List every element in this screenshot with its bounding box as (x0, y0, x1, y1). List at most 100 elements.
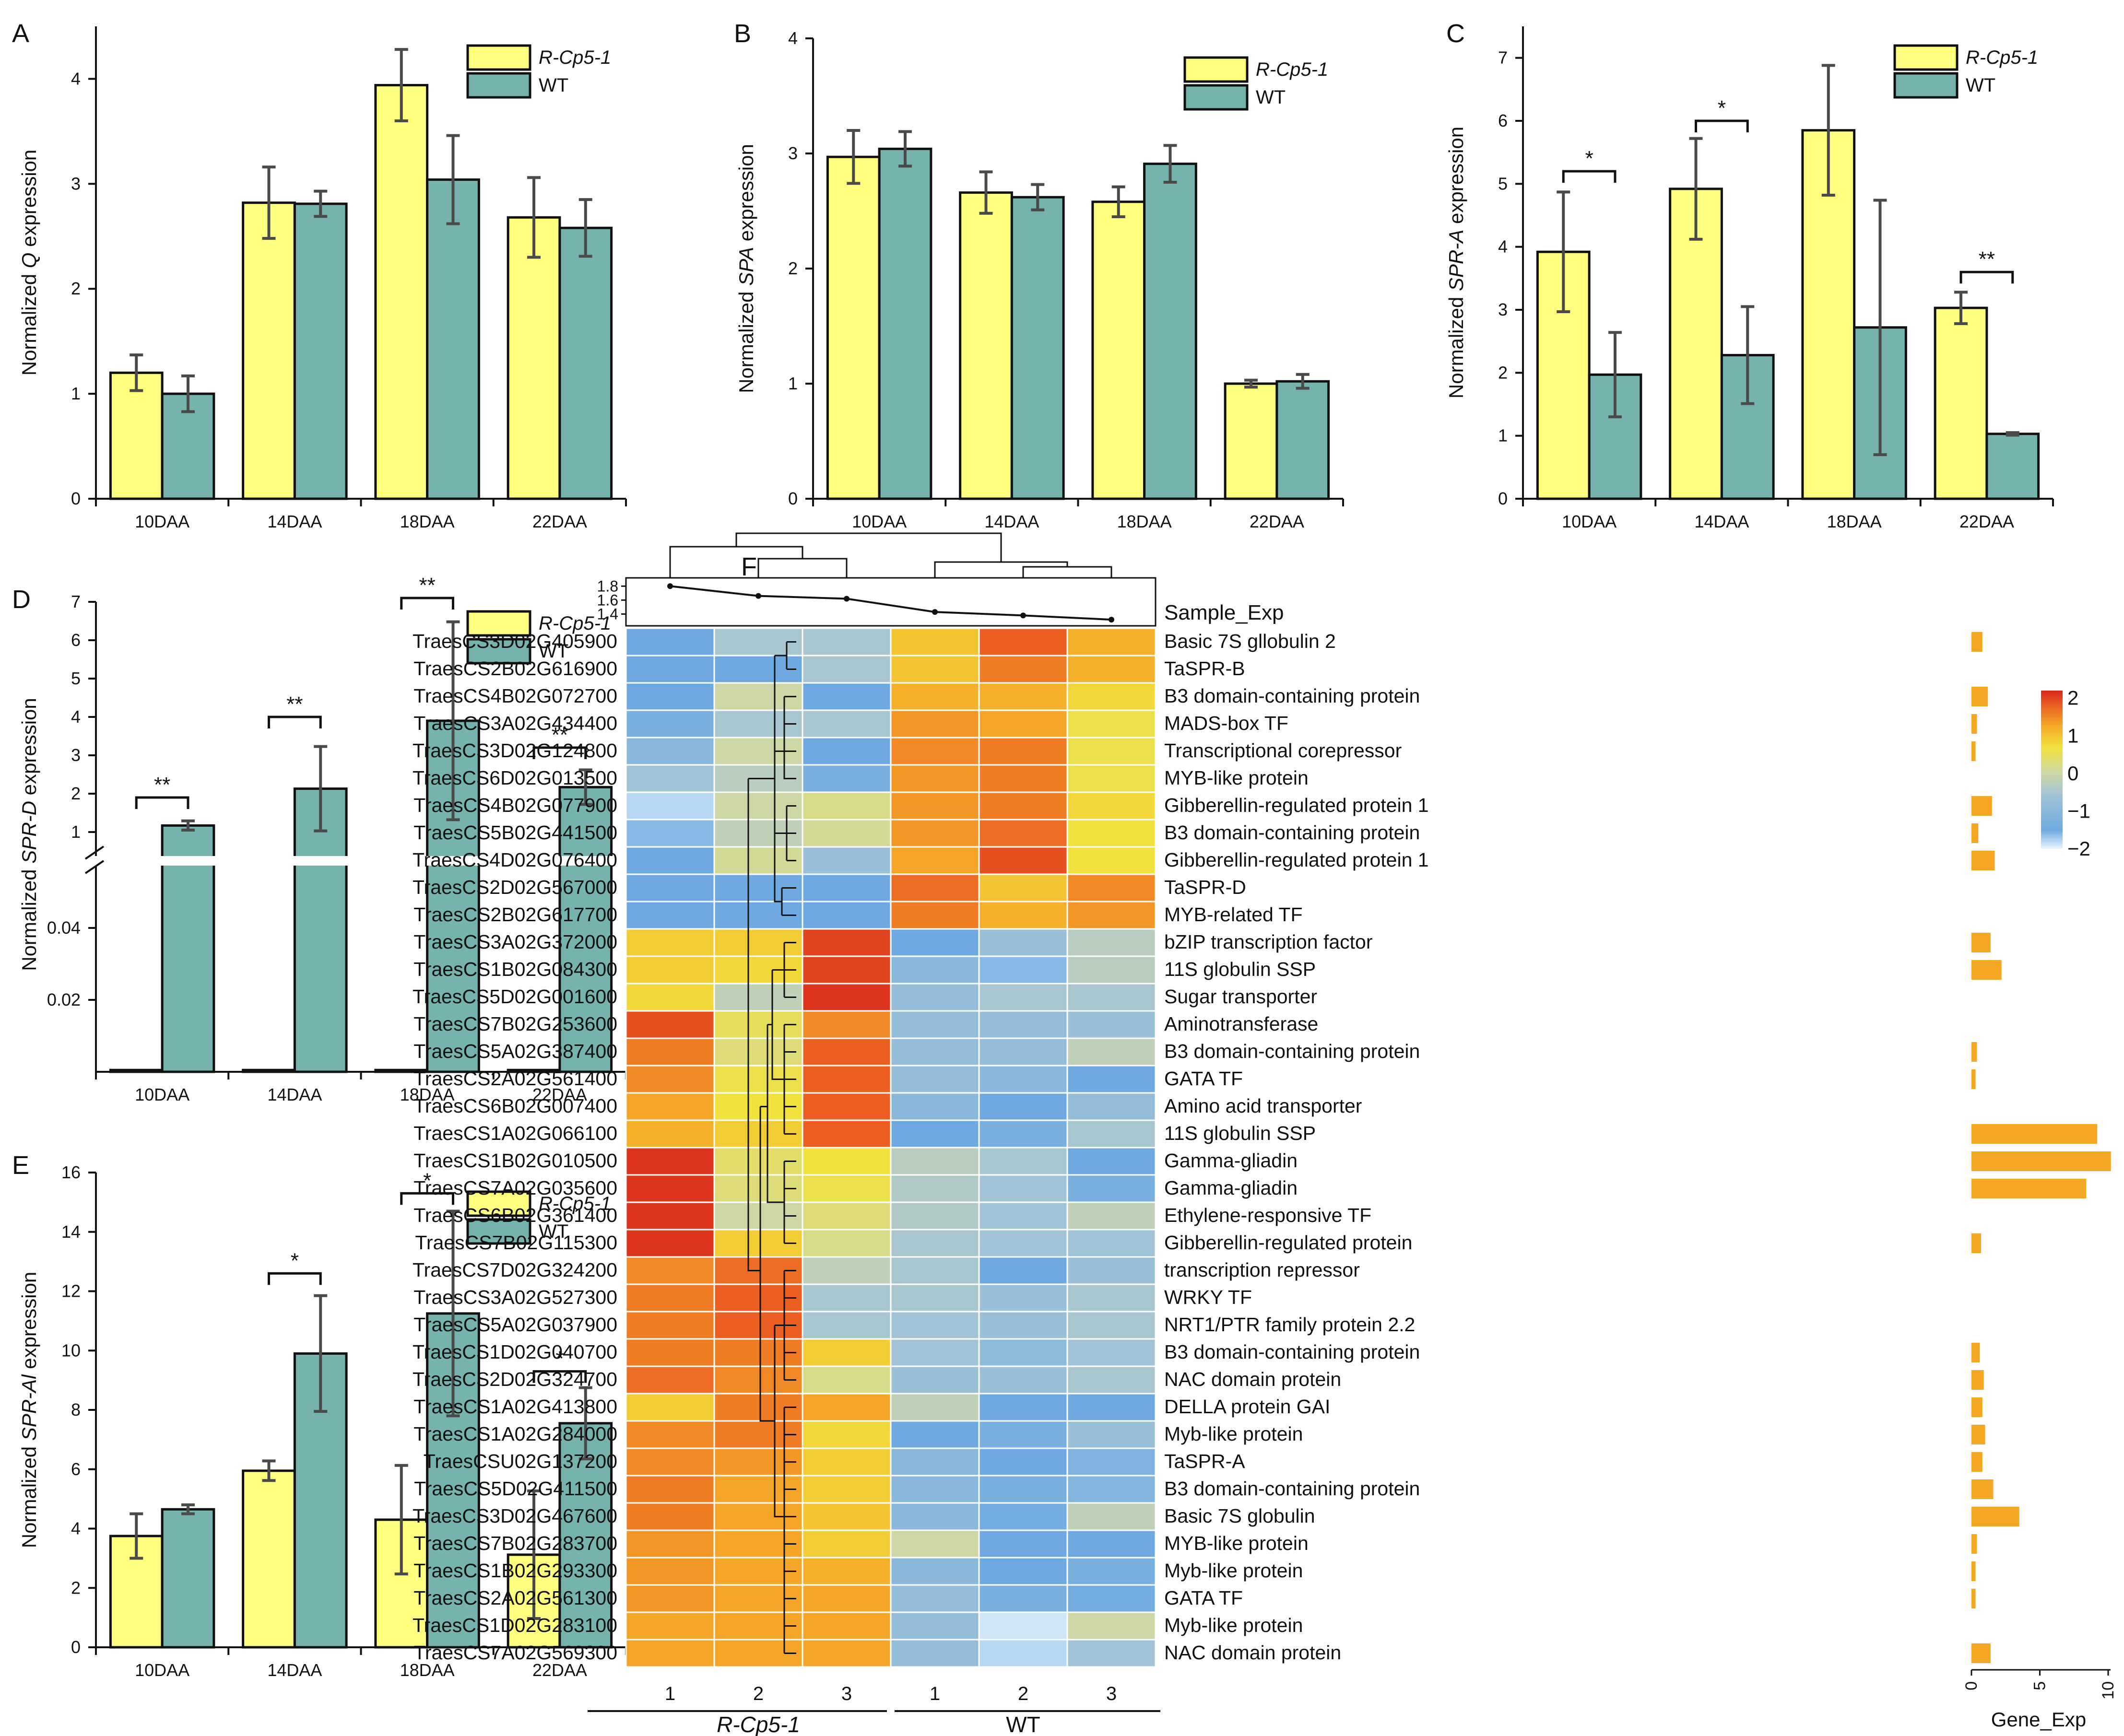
heatmap-cell (625, 1256, 715, 1285)
gene-id-label: TraesCS3D02G124800 (413, 739, 617, 762)
gene-exp-bar (1971, 823, 1979, 843)
y-tick-label: 4 (1498, 237, 1508, 257)
heatmap-cell (1066, 1529, 1156, 1559)
heatmap-cell (625, 901, 715, 930)
sample-exp-point (755, 593, 761, 599)
significance-bracket (1695, 119, 1749, 132)
gene-id-label: TraesCS7D02G324200 (413, 1259, 617, 1281)
gene-exp-bar (1971, 1534, 1977, 1554)
significance-label: ** (419, 574, 436, 597)
axis-break-mark (84, 860, 105, 874)
heatmap-cell (890, 1447, 980, 1477)
heatmap-cell (1066, 1611, 1156, 1641)
heatmap-cell (890, 1229, 980, 1258)
legend-label: WT (1966, 75, 1995, 96)
heatmap-cell (978, 1010, 1068, 1039)
heatmap-cell (625, 791, 715, 821)
significance-label: * (1718, 96, 1726, 120)
heatmap-cell (890, 1119, 980, 1149)
heatmap-cell (802, 819, 892, 848)
gene-name-label: B3 domain-containing protein (1164, 821, 1420, 844)
gene-id-label: TraesCS4B02G072700 (413, 685, 617, 707)
heatmap-cell (1066, 873, 1156, 903)
bar-rcp51 (109, 371, 164, 500)
panel-label-d: D (12, 585, 31, 614)
y-tick-label: 2 (71, 784, 81, 803)
heatmap-cell (890, 1557, 980, 1586)
y-tick-label: 2 (71, 279, 81, 298)
heatmap-cell (625, 1229, 715, 1258)
significance-label: ** (286, 692, 303, 716)
heatmap-cell (978, 901, 1068, 930)
y-tick-label: 3 (71, 745, 81, 765)
heatmap-cell (978, 1393, 1068, 1422)
legend-swatch-rcp51 (1893, 44, 1959, 71)
heatmap-cell (890, 1338, 980, 1367)
heatmap-cell (625, 1420, 715, 1449)
heatmap-cell (978, 1201, 1068, 1231)
heatmap-cell (625, 928, 715, 957)
heatmap-cell (1066, 1311, 1156, 1340)
sample-exp-box (625, 577, 1156, 627)
column-label: 1 (665, 1683, 675, 1704)
y-tick-label: 7 (71, 592, 81, 611)
gene-name-label: Basic 7S gllobulin 2 (1164, 630, 1336, 652)
x-tick-label: 14DAA (267, 1660, 322, 1680)
heatmap-cell (1066, 1475, 1156, 1504)
heatmap-cell (625, 1065, 715, 1094)
gene-id-label: TraesCS7A02G035600 (413, 1177, 617, 1199)
gene-id-label: TraesCS5A02G037900 (413, 1314, 617, 1336)
y-label-gene: SPR-Al (18, 1374, 40, 1441)
heatmap-cell (890, 1010, 980, 1039)
heatmap-cell (802, 983, 892, 1012)
significance-label: * (555, 1347, 564, 1371)
significance-bracket (1562, 170, 1617, 183)
gene-id-label: TraesCS2D02G567000 (413, 876, 617, 898)
bar-wt (293, 202, 348, 500)
heatmap-cell (802, 1010, 892, 1039)
gene-name-label: 11S globulin SSP (1164, 1122, 1316, 1144)
significance-label: * (423, 1169, 431, 1192)
heatmap-cell (1066, 1502, 1156, 1531)
heatmap-cell (890, 1147, 980, 1176)
heatmap-cell (1066, 1365, 1156, 1395)
heatmap-cell (978, 1229, 1068, 1258)
heatmap-cell (890, 1311, 980, 1340)
heatmap-cell (802, 1557, 892, 1586)
gene-name-label: NRT1/PTR family protein 2.2 (1164, 1314, 1415, 1336)
heatmap-cell (1066, 1639, 1156, 1668)
gene-exp-bar (1971, 1397, 1982, 1417)
heatmap-cell (978, 1338, 1068, 1367)
y-tick-label: 14 (61, 1222, 81, 1242)
gene-exp-bar (1971, 960, 2002, 980)
x-tick-label: 10DAA (852, 512, 907, 531)
heatmap-cell (978, 1447, 1068, 1477)
heatmap-cell (802, 1529, 892, 1559)
heatmap-cell (890, 1201, 980, 1231)
y-tick-label: 4 (71, 1519, 81, 1538)
heatmap-cell (802, 655, 892, 684)
heatmap-cell (978, 1529, 1068, 1559)
heatmap-cell (625, 846, 715, 875)
heatmap-cell (802, 1037, 892, 1067)
heatmap-cell (802, 1065, 892, 1094)
x-tick-label: 14DAA (267, 512, 322, 531)
heatmap-cell (802, 1311, 892, 1340)
heatmap-cell (978, 1037, 1068, 1067)
gene-exp-tick-label: 0 (1962, 1681, 1981, 1690)
legend-swatch-rcp51 (466, 1190, 531, 1217)
gene-name-label: MADS-box TF (1164, 712, 1288, 734)
legend-swatch-rcp51 (466, 610, 531, 637)
x-tick-label: 18DAA (400, 1085, 455, 1104)
legend-label: R-Cp5-1 (539, 613, 611, 634)
heatmap-cell (625, 1338, 715, 1367)
gene-name-label: Myb-like protein (1164, 1423, 1303, 1445)
heatmap-cell (890, 1037, 980, 1067)
panel-label-b: B (734, 19, 751, 48)
panel-label-f: F (741, 552, 757, 581)
colorbar-tick-label: −1 (2067, 799, 2090, 822)
y-tick-label: 4 (71, 69, 81, 88)
heatmap-cell (625, 1529, 715, 1559)
significance-label: ** (552, 723, 568, 747)
gene-id-label: TraesCS1B02G010500 (413, 1150, 617, 1172)
